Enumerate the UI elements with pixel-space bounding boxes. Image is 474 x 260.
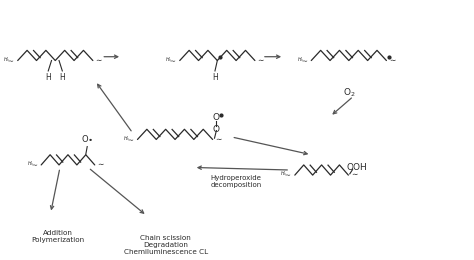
Text: OOH: OOH <box>346 163 367 172</box>
Text: H: H <box>46 73 51 82</box>
Text: $^{H_s}\!\!\sim$: $^{H_s}\!\!\sim$ <box>123 134 135 143</box>
Text: $\sim$: $\sim$ <box>94 55 103 64</box>
Text: $\sim$: $\sim$ <box>214 134 223 143</box>
Text: $^{H_s}\!\!\sim$: $^{H_s}\!\!\sim$ <box>27 159 39 168</box>
Text: H: H <box>212 73 218 82</box>
Text: O: O <box>213 125 220 134</box>
Text: $^{H_s}\!\!\sim$: $^{H_s}\!\!\sim$ <box>165 55 177 64</box>
Text: O$_2$: O$_2$ <box>343 86 355 99</box>
Text: $^{H_s}\!\!\sim$: $^{H_s}\!\!\sim$ <box>3 55 15 64</box>
Text: $^{H_s}\!\!\sim$: $^{H_s}\!\!\sim$ <box>281 170 292 178</box>
Text: $\sim$: $\sim$ <box>388 55 397 64</box>
Text: $\sim$: $\sim$ <box>96 159 105 168</box>
Text: O: O <box>213 113 220 122</box>
Text: Hydroperoxide
decomposition: Hydroperoxide decomposition <box>210 175 262 188</box>
Text: H: H <box>59 73 65 82</box>
Text: $\sim$: $\sim$ <box>350 169 359 178</box>
Text: Chain scission
Degradation
Chemiluminescence CL: Chain scission Degradation Chemiluminesc… <box>124 235 208 255</box>
Text: $\sim$: $\sim$ <box>256 55 265 64</box>
Text: Addition
Polymerization: Addition Polymerization <box>31 230 84 243</box>
Text: O$\bullet$: O$\bullet$ <box>81 133 93 144</box>
Text: $^{H_s}\!\!\sim$: $^{H_s}\!\!\sim$ <box>297 55 309 64</box>
